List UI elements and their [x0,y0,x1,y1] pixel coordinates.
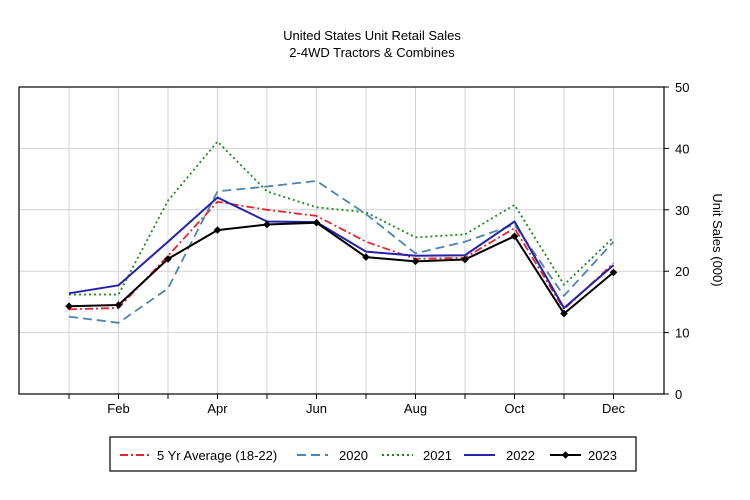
series-layer [68,140,615,324]
y-axis-label: Unit Sales (000) [710,193,725,286]
y-tick-label: 30 [675,203,689,218]
y-tick-label: 50 [675,80,689,95]
x-tick-label: Oct [504,401,525,416]
legend-label: 2021 [423,448,452,463]
legend-label: 2023 [588,448,617,463]
y-tick-label: 20 [675,264,689,279]
y-tick-label: 10 [675,326,689,341]
chart-title: United States Unit Retail Sales [283,28,461,43]
x-tick-label: Apr [207,401,228,416]
data-point [510,232,519,241]
data-point [164,255,172,263]
data-point [114,301,123,309]
y-axis: 0 10 20 30 40 50 [664,80,689,402]
marker-layer [65,218,618,318]
legend-label: 2022 [506,448,535,463]
data-point [213,226,222,234]
data-point [609,268,618,277]
data-point [560,309,568,318]
data-point [65,302,73,310]
x-tick-label: Feb [107,401,129,416]
y-tick-label: 40 [675,141,689,156]
data-point [312,218,321,227]
x-tick-label: Dec [602,401,626,416]
chart-subtitle: 2-4WD Tractors & Combines [289,45,455,60]
x-axis: Feb Apr Jun Aug Oct Dec [68,394,626,416]
legend: 5 Yr Average (18-22) 2020 2021 2022 2023 [109,436,637,472]
y-tick-label: 0 [675,387,682,402]
series-line-2020 [68,179,615,324]
data-point [411,257,420,266]
data-point [461,255,469,264]
legend-box [109,436,637,472]
series-line-2022 [68,196,615,309]
legend-marker [561,451,570,459]
x-tick-label: Jun [306,401,327,416]
data-point [362,253,370,261]
legend-label: 5 Yr Average (18-22) [157,448,277,463]
series-line-5-yr-average-18-22- [68,200,615,311]
x-tick-label: Aug [404,401,427,416]
data-point [263,220,271,229]
plot-frame [18,86,665,395]
series-line-2023 [68,221,615,315]
legend-label: 2020 [339,448,368,463]
